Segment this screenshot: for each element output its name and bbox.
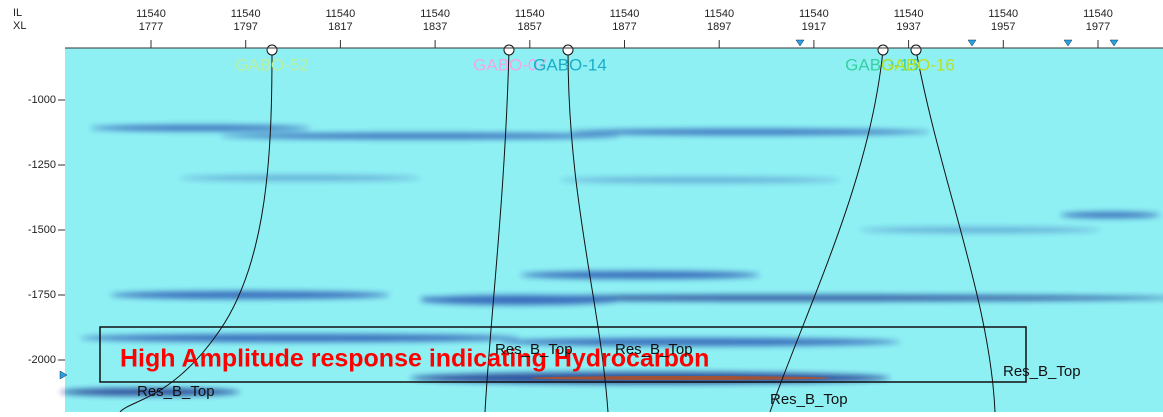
il-tick-label: 11540 (704, 8, 734, 20)
horizon-label: Res_B_Top (495, 341, 573, 358)
amplitude-anomaly (530, 376, 830, 380)
il-tick-label: 11540 (420, 8, 450, 20)
well-paths (119, 49, 996, 413)
depth-tick-label: -1500 (28, 224, 56, 236)
well-label: GABO-07 (473, 55, 547, 74)
depth-tick-label: -2000 (28, 354, 56, 366)
il-tick-label: 11540 (515, 8, 545, 20)
xl-tick-label: 1937 (896, 21, 920, 33)
il-tick-label: 11540 (610, 8, 640, 20)
xl-tick-label: 1797 (233, 21, 257, 33)
il-tick-label: 11540 (1083, 8, 1113, 20)
well-label: GABO-15 (845, 55, 919, 74)
annotation: High Amplitude response indicating Hydro… (120, 345, 709, 373)
xl-tick-label: 1857 (518, 21, 542, 33)
horizon-label: Res_B_Top (770, 391, 848, 408)
well-label: GABO-52 (235, 55, 309, 74)
xl-tick-label: 1817 (328, 21, 352, 33)
il-row-name: IL (13, 7, 22, 19)
il-tick-label: 11540 (326, 8, 356, 20)
markers (59, 39, 1119, 380)
xl-row-name: XL (13, 20, 26, 32)
xl-tick-label: 1957 (991, 21, 1015, 33)
depth-tick-label: -1250 (28, 159, 56, 171)
depth-tick-label: -1750 (28, 289, 56, 301)
highlight-box (99, 326, 1027, 383)
il-tick-label: 11540 (894, 8, 924, 20)
xl-tick-label: 1877 (612, 21, 636, 33)
well-label: GABO-16 (881, 55, 955, 74)
xl-tick-label: 1977 (1086, 21, 1110, 33)
xl-tick-label: 1917 (802, 21, 826, 33)
well-label: GABO-14 (533, 55, 607, 74)
il-tick-label: 11540 (231, 8, 261, 20)
il-tick-label: 11540 (988, 8, 1018, 20)
xl-tick-label: 1897 (707, 21, 731, 33)
il-tick-label: 11540 (136, 8, 166, 20)
horizon-label: Res_B_Top (1003, 363, 1081, 380)
horizon-label: Res_B_Top (615, 341, 693, 358)
xl-tick-label: 1837 (423, 21, 447, 33)
il-tick-label: 11540 (799, 8, 829, 20)
xl-tick-label: 1777 (139, 21, 163, 33)
depth-tick-label: -1000 (28, 94, 56, 106)
horizon-label: Res_B_Top (137, 383, 215, 400)
